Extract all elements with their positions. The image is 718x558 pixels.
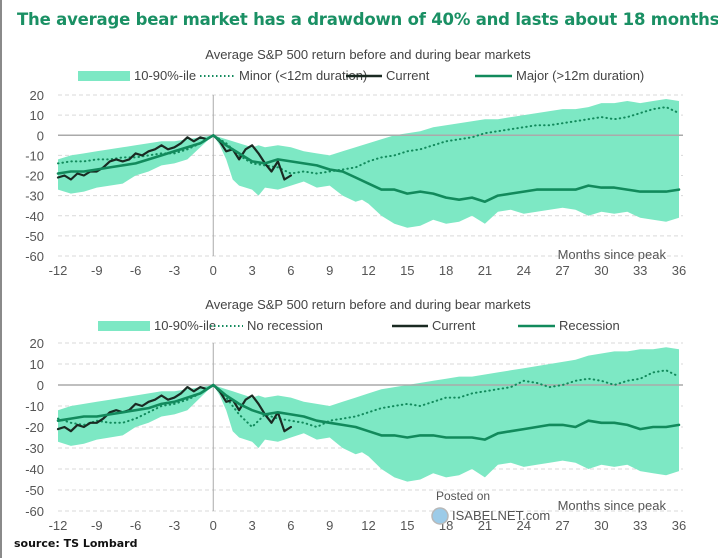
globe-icon bbox=[431, 507, 449, 525]
x-tick-label: 12 bbox=[361, 263, 375, 278]
legend-label: Current bbox=[432, 318, 476, 333]
y-tick-label: 20 bbox=[30, 336, 44, 351]
series-green-line bbox=[56, 383, 681, 441]
x-tick-label: 21 bbox=[478, 518, 492, 533]
x-tick-label: 15 bbox=[400, 263, 414, 278]
x-tick-label: 24 bbox=[517, 263, 531, 278]
y-tick-label: -40 bbox=[25, 462, 44, 477]
legend-item-band: 10-90%-ile bbox=[98, 318, 216, 333]
legend-swatch-band bbox=[98, 321, 150, 331]
chart-subtitle: Average S&P 500 return before and during… bbox=[205, 47, 531, 62]
series-dotted-line bbox=[57, 369, 680, 428]
x-tick-label: 0 bbox=[210, 518, 217, 533]
x-tick-label: 3 bbox=[248, 518, 255, 533]
legend-label: Recession bbox=[559, 318, 620, 333]
x-tick-label: 9 bbox=[326, 263, 333, 278]
x-tick-label: -12 bbox=[49, 263, 68, 278]
series-green-line bbox=[56, 134, 681, 203]
x-tick-label: -9 bbox=[91, 518, 103, 533]
x-tick-label: 6 bbox=[287, 518, 294, 533]
legend-item-dark: Current bbox=[392, 318, 476, 333]
x-axis-label: Months since peak bbox=[558, 498, 667, 513]
legend-label: 10-90%-ile bbox=[134, 68, 196, 83]
x-axis-label: Months since peak bbox=[558, 247, 667, 262]
source-note: source: TS Lombard bbox=[14, 537, 138, 550]
legend-item-band: 10-90%-ile bbox=[78, 68, 196, 83]
x-tick-label: 33 bbox=[633, 263, 647, 278]
y-tick-label: -30 bbox=[25, 441, 44, 456]
legend-swatch-band bbox=[78, 71, 130, 81]
legend-label: Major (>12m duration) bbox=[516, 68, 644, 83]
series-current-line bbox=[56, 383, 292, 433]
x-tick-label: -12 bbox=[49, 518, 68, 533]
y-tick-label: -10 bbox=[25, 148, 44, 163]
y-tick-label: 0 bbox=[37, 128, 44, 143]
x-tick-label: 12 bbox=[361, 518, 375, 533]
percentile-band bbox=[58, 99, 679, 228]
legend-label: Current bbox=[386, 68, 430, 83]
y-tick-label: -60 bbox=[25, 504, 44, 519]
main-title: The average bear market has a drawdown o… bbox=[17, 10, 718, 29]
x-tick-label: 30 bbox=[594, 263, 608, 278]
y-tick-label: 10 bbox=[30, 108, 44, 123]
y-tick-label: 10 bbox=[30, 357, 44, 372]
watermark-line2: ISABELNET.com bbox=[452, 508, 550, 523]
x-tick-label: 0 bbox=[210, 263, 217, 278]
x-tick-label: -6 bbox=[130, 263, 142, 278]
y-tick-label: -40 bbox=[25, 209, 44, 224]
y-tick-label: -60 bbox=[25, 249, 44, 264]
x-tick-label: 15 bbox=[400, 518, 414, 533]
y-tick-label: -50 bbox=[25, 229, 44, 244]
x-tick-label: 21 bbox=[478, 263, 492, 278]
x-tick-label: -3 bbox=[169, 263, 181, 278]
watermark: Posted on ISABELNET.com bbox=[431, 489, 550, 525]
series-current-line bbox=[56, 134, 292, 181]
watermark-line1: Posted on bbox=[436, 489, 490, 503]
legend-item-green: Recession bbox=[518, 318, 620, 333]
y-tick-label: 20 bbox=[30, 88, 44, 103]
y-tick-label: -30 bbox=[25, 189, 44, 204]
legend-item-green: Major (>12m duration) bbox=[475, 68, 644, 83]
x-tick-label: -9 bbox=[91, 263, 103, 278]
chart-subtitle: Average S&P 500 return before and during… bbox=[205, 297, 531, 312]
legend-label: Minor (<12m duration) bbox=[239, 68, 367, 83]
chart-1: Average S&P 500 return before and during… bbox=[25, 47, 686, 278]
x-tick-label: 36 bbox=[672, 518, 686, 533]
y-tick-label: -10 bbox=[25, 399, 44, 414]
x-tick-label: 18 bbox=[439, 263, 453, 278]
image-frame-edge bbox=[0, 0, 2, 558]
y-tick-label: 0 bbox=[37, 378, 44, 393]
legend-label: 10-90%-ile bbox=[154, 318, 216, 333]
legend-label: No recession bbox=[247, 318, 323, 333]
x-tick-label: 30 bbox=[594, 518, 608, 533]
y-tick-label: -20 bbox=[25, 169, 44, 184]
legend-item-dark: Current bbox=[346, 68, 430, 83]
legend-item-dotted: Minor (<12m duration) bbox=[200, 68, 367, 83]
series-dotted-line bbox=[57, 106, 680, 175]
x-tick-label: 27 bbox=[555, 263, 569, 278]
y-tick-label: -50 bbox=[25, 483, 44, 498]
legend: 10-90%-ile No recession Current Recession bbox=[98, 318, 620, 333]
x-tick-label: -6 bbox=[130, 518, 142, 533]
legend-item-dotted: No recession bbox=[210, 318, 323, 333]
legend: 10-90%-ile Minor (<12m duration) Current Ma… bbox=[78, 68, 644, 83]
percentile-band bbox=[58, 347, 679, 482]
x-tick-label: 6 bbox=[287, 263, 294, 278]
y-tick-label: -20 bbox=[25, 420, 44, 435]
x-tick-label: 27 bbox=[555, 518, 569, 533]
x-tick-label: 24 bbox=[517, 518, 531, 533]
x-tick-label: 9 bbox=[326, 518, 333, 533]
chart-2: Average S&P 500 return before and during… bbox=[25, 297, 686, 533]
x-tick-label: 3 bbox=[248, 263, 255, 278]
x-tick-label: 36 bbox=[672, 263, 686, 278]
x-tick-label: 33 bbox=[633, 518, 647, 533]
x-tick-label: -3 bbox=[169, 518, 181, 533]
